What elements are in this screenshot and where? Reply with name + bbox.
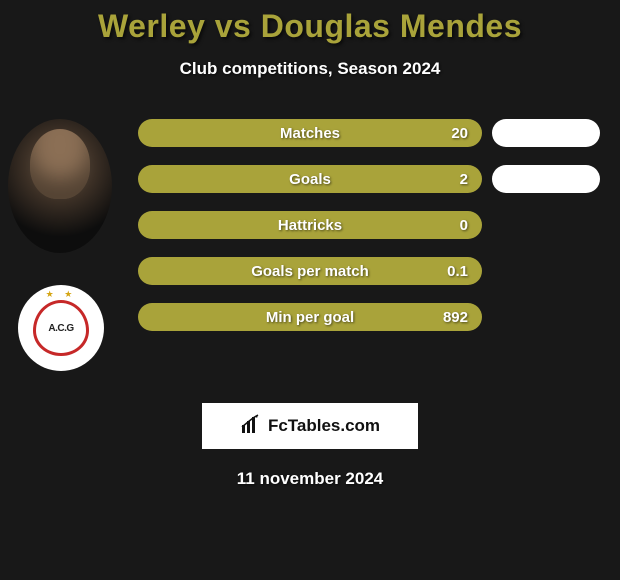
- stat-label: Goals: [289, 171, 331, 188]
- opponent-blank-column: [492, 119, 600, 349]
- stat-value: 892: [443, 309, 468, 326]
- stat-label: Min per goal: [266, 309, 354, 326]
- stat-value: 0: [460, 217, 468, 234]
- date-text: 11 november 2024: [0, 469, 620, 489]
- chart-icon: [240, 413, 262, 440]
- brand-logo: FcTables.com: [202, 403, 418, 449]
- stat-row: Min per goal 892: [138, 303, 482, 331]
- page-title: Werley vs Douglas Mendes: [0, 0, 620, 45]
- stat-label: Goals per match: [251, 263, 369, 280]
- stat-row: Hattricks 0: [138, 211, 482, 239]
- stat-row: Matches 20: [138, 119, 482, 147]
- club-avatar: A.C.G: [18, 285, 104, 371]
- player-avatar: [8, 119, 112, 253]
- stat-row: Goals per match 0.1: [138, 257, 482, 285]
- stat-rows: Matches 20 Goals 2 Hattricks 0 Goals per match…: [138, 119, 482, 349]
- stat-value: 20: [451, 125, 468, 142]
- brand-text: FcTables.com: [268, 416, 380, 436]
- opponent-blank-pill: [492, 119, 600, 147]
- stat-value: 2: [460, 171, 468, 188]
- comparison-panel: A.C.G Matches 20 Goals 2 Hattricks 0 Goals per…: [0, 119, 620, 379]
- stat-row: Goals 2: [138, 165, 482, 193]
- stat-value: 0.1: [447, 263, 468, 280]
- club-badge: A.C.G: [33, 300, 89, 356]
- subtitle: Club competitions, Season 2024: [0, 59, 620, 79]
- stat-label: Hattricks: [278, 217, 342, 234]
- stat-label: Matches: [280, 125, 340, 142]
- opponent-blank-pill: [492, 165, 600, 193]
- club-badge-text: A.C.G: [48, 323, 73, 334]
